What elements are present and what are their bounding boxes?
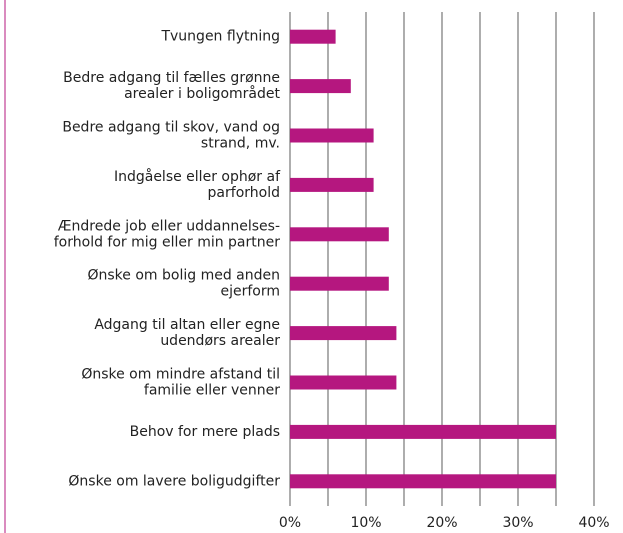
x-tick-label: 10%: [350, 515, 381, 531]
y-tick-label: Ønske om bolig med anden ejerform: [88, 268, 281, 300]
y-tick-label: Behov for mere plads: [130, 424, 280, 440]
x-tick-label: 20%: [426, 515, 457, 531]
bar: [290, 79, 351, 94]
x-tick-label: 40%: [578, 515, 609, 531]
bar: [290, 474, 556, 489]
bar: [290, 227, 389, 242]
y-tick-label: Bedre adgang til fælles grønne arealer i …: [63, 70, 280, 102]
y-tick-label: Adgang til altan eller egne udendørs area…: [94, 317, 280, 349]
bar: [290, 326, 397, 341]
bar: [290, 276, 389, 291]
x-tick-label: 30%: [502, 515, 533, 531]
bar: [290, 424, 556, 439]
y-tick-label: Tvungen flytning: [160, 29, 280, 45]
y-tick-label: Indgåelse eller ophør af parforhold: [114, 168, 281, 201]
bar: [290, 177, 374, 192]
bar: [290, 128, 374, 143]
y-tick-label: Ændrede job eller uddannelses-forhold fo…: [54, 218, 280, 250]
y-tick-label: Bedre adgang til skov, vand og strand, mv…: [62, 120, 280, 152]
bar: [290, 29, 336, 44]
y-tick-label: Ønske om mindre afstand til familie eller…: [81, 367, 280, 399]
bar: [290, 375, 397, 390]
y-tick-label: Ønske om lavere boligudgifter: [68, 473, 280, 489]
x-tick-label: 0%: [279, 515, 301, 531]
